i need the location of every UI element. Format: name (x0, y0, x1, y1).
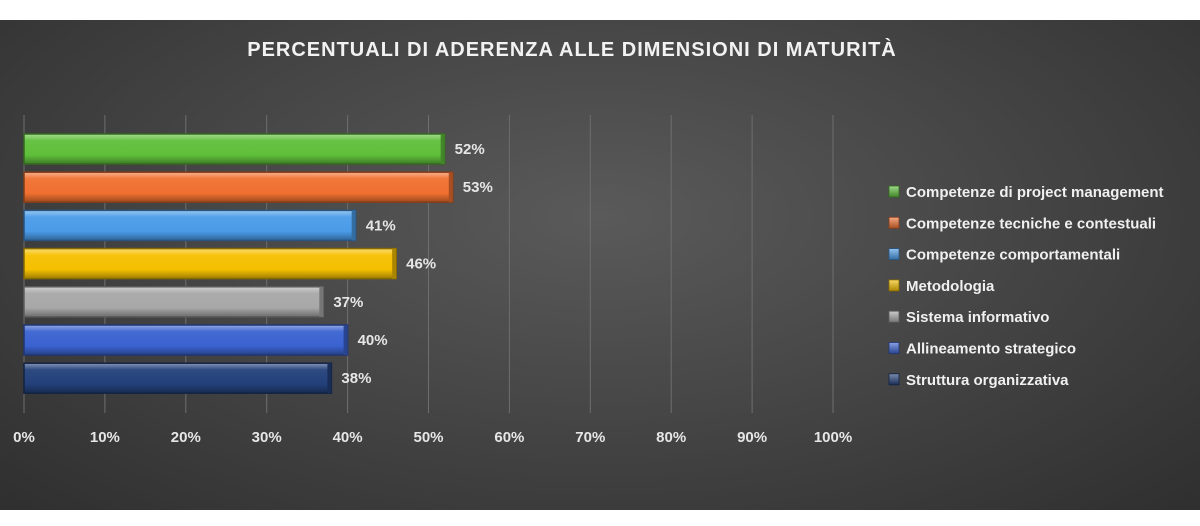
chart-panel: PERCENTUALI DI ADERENZA ALLE DIMENSIONI … (0, 20, 1200, 510)
x-tick-label: 50% (413, 429, 443, 446)
legend-swatch (888, 373, 900, 386)
x-tick-label: 0% (13, 429, 35, 446)
bar-bevel (319, 286, 324, 317)
bars (23, 133, 454, 394)
legend-swatch (888, 279, 900, 292)
data-label: 53% (463, 179, 493, 196)
data-label: 46% (406, 256, 436, 273)
data-labels: 52% 53% 41% 46% 37% 40% 38% (333, 141, 492, 387)
bar (23, 171, 454, 203)
x-tick-label: 60% (494, 429, 524, 446)
legend-label: Competenze tecniche e contestuali (906, 215, 1156, 232)
bar-chart: PERCENTUALI DI ADERENZA ALLE DIMENSIONI … (13, 38, 1164, 446)
bar (23, 247, 397, 280)
x-tick-label: 100% (814, 429, 852, 446)
data-label: 41% (366, 217, 396, 234)
legend-label: Metodologia (906, 278, 995, 295)
data-label: 38% (341, 370, 371, 387)
bar-bevel (392, 248, 397, 279)
chart-title: PERCENTUALI DI ADERENZA ALLE DIMENSIONI … (247, 38, 897, 61)
bar (23, 362, 333, 394)
x-tick-label: 20% (171, 429, 201, 446)
x-tick-label: 10% (90, 429, 120, 446)
x-tick-label: 40% (333, 429, 363, 446)
bar-bevel (327, 363, 332, 394)
x-tick-label: 30% (252, 429, 282, 446)
data-label: 40% (358, 332, 388, 349)
legend-swatch (888, 248, 900, 261)
legend-swatch (888, 310, 900, 323)
legend-swatch (888, 185, 900, 198)
bar (23, 286, 325, 318)
x-tick-label: 80% (656, 429, 686, 446)
bar-bevel (448, 172, 453, 203)
legend-swatch (888, 216, 900, 229)
data-label: 37% (333, 294, 363, 311)
legend-label: Allineamento strategico (906, 341, 1076, 358)
bar-bevel (351, 210, 356, 241)
legend-swatch (888, 342, 900, 354)
data-label: 52% (455, 141, 485, 158)
legend-label: Competenze di project management (906, 184, 1164, 201)
legend-label: Competenze comportamentali (906, 247, 1120, 264)
x-tick-label: 70% (575, 429, 605, 446)
bar-bevel (343, 325, 348, 355)
bar (23, 133, 446, 165)
legend-label: Sistema informativo (906, 309, 1049, 326)
bar-bevel (440, 134, 445, 164)
legend-label: Struttura organizzativa (906, 372, 1069, 389)
bar (23, 324, 349, 356)
legend: Competenze di project management Competen… (888, 184, 1164, 389)
x-axis-ticks: 0% 10% 20% 30% 40% 50% 60% 70% 80% 90% 100% (13, 429, 852, 446)
bar (23, 209, 357, 242)
x-tick-label: 90% (737, 429, 767, 446)
